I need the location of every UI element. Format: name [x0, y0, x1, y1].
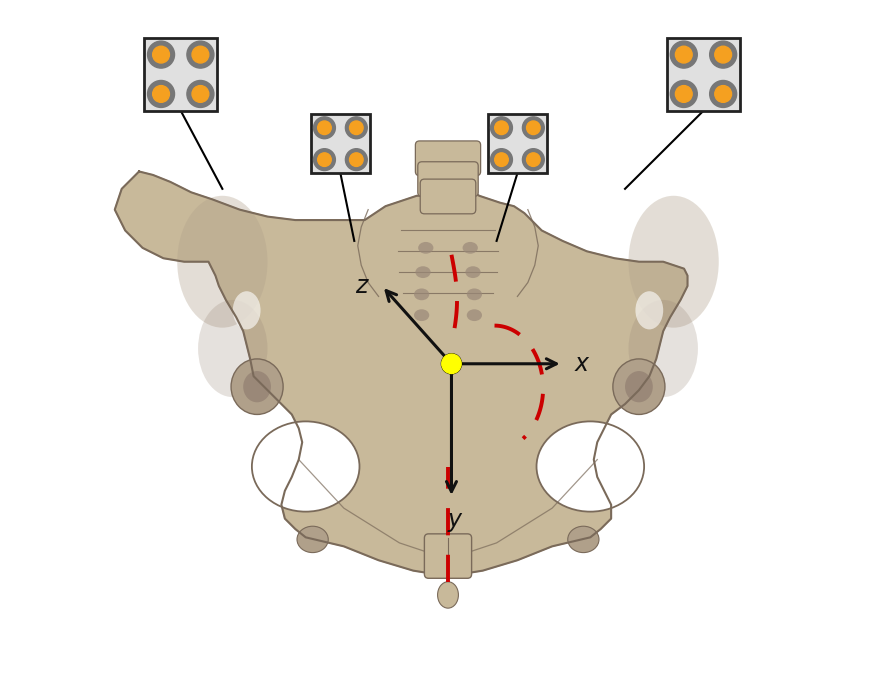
Ellipse shape — [418, 242, 434, 254]
FancyBboxPatch shape — [667, 38, 740, 111]
Ellipse shape — [198, 300, 268, 397]
Circle shape — [148, 41, 175, 68]
Circle shape — [491, 148, 513, 171]
FancyBboxPatch shape — [488, 114, 547, 174]
Polygon shape — [389, 199, 507, 307]
Circle shape — [676, 86, 693, 102]
Ellipse shape — [467, 289, 482, 300]
Ellipse shape — [231, 359, 283, 415]
Ellipse shape — [465, 266, 480, 278]
FancyBboxPatch shape — [420, 179, 476, 214]
Text: $z$: $z$ — [356, 273, 370, 298]
Circle shape — [148, 80, 175, 107]
FancyBboxPatch shape — [418, 162, 478, 197]
Ellipse shape — [625, 371, 653, 402]
Polygon shape — [115, 171, 687, 576]
Ellipse shape — [416, 266, 431, 278]
FancyBboxPatch shape — [416, 141, 480, 176]
Circle shape — [710, 80, 737, 107]
Circle shape — [442, 354, 461, 374]
Circle shape — [318, 121, 332, 135]
Ellipse shape — [252, 422, 359, 512]
Circle shape — [527, 121, 540, 135]
FancyBboxPatch shape — [425, 534, 471, 579]
Circle shape — [192, 46, 209, 63]
Ellipse shape — [243, 371, 271, 402]
Ellipse shape — [177, 196, 268, 328]
Circle shape — [152, 86, 169, 102]
Circle shape — [318, 153, 332, 167]
Ellipse shape — [297, 526, 328, 553]
Ellipse shape — [437, 582, 459, 608]
Circle shape — [349, 121, 363, 135]
Circle shape — [349, 153, 363, 167]
Circle shape — [314, 117, 335, 139]
Ellipse shape — [628, 196, 719, 328]
Circle shape — [192, 86, 209, 102]
Text: $x$: $x$ — [574, 352, 591, 376]
Circle shape — [187, 41, 214, 68]
Circle shape — [670, 41, 697, 68]
Circle shape — [715, 86, 731, 102]
Circle shape — [527, 153, 540, 167]
Ellipse shape — [537, 422, 644, 512]
Circle shape — [715, 46, 731, 63]
Circle shape — [495, 153, 508, 167]
Ellipse shape — [628, 300, 698, 397]
Circle shape — [346, 148, 367, 171]
Circle shape — [522, 117, 544, 139]
Circle shape — [187, 80, 214, 107]
Circle shape — [676, 46, 693, 63]
Circle shape — [314, 148, 335, 171]
Ellipse shape — [414, 309, 429, 321]
Circle shape — [491, 117, 513, 139]
Circle shape — [710, 41, 737, 68]
Ellipse shape — [467, 309, 482, 321]
Ellipse shape — [568, 526, 599, 553]
Circle shape — [495, 121, 508, 135]
Ellipse shape — [462, 242, 478, 254]
Ellipse shape — [233, 291, 261, 330]
Ellipse shape — [414, 289, 429, 300]
Circle shape — [670, 80, 697, 107]
Ellipse shape — [613, 359, 665, 415]
Circle shape — [152, 46, 169, 63]
Ellipse shape — [635, 291, 663, 330]
Circle shape — [346, 117, 367, 139]
Text: $y$: $y$ — [446, 510, 463, 534]
Circle shape — [522, 148, 544, 171]
FancyBboxPatch shape — [311, 114, 370, 174]
FancyBboxPatch shape — [144, 38, 217, 111]
